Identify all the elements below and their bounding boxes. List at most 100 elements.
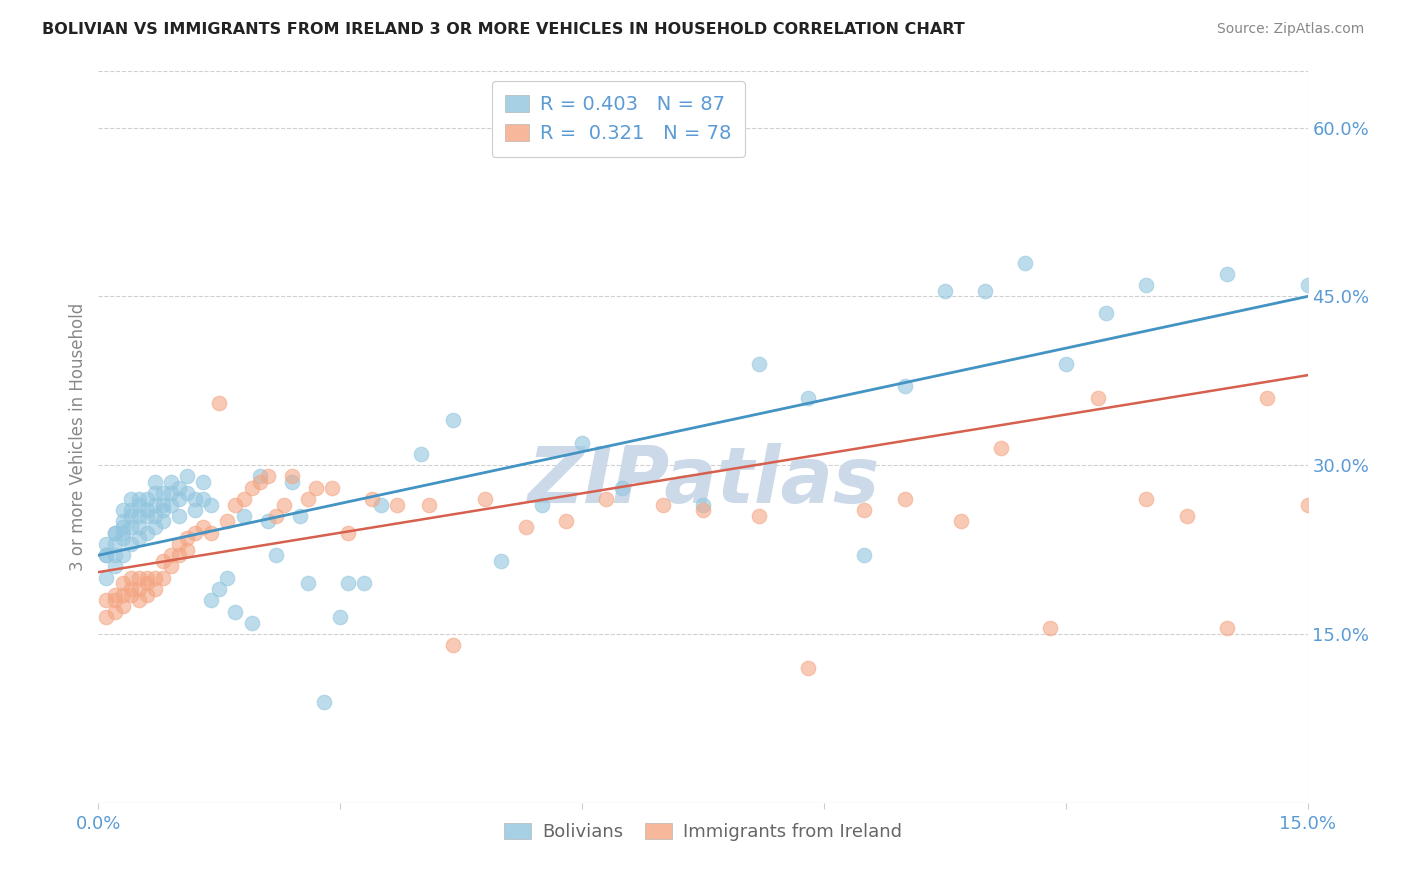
Point (1014, 255, 1036, 269)
Point (152, 498, 174, 512)
Point (288, 508, 311, 523)
Point (853, 548, 876, 562)
Point (409, 447, 432, 461)
Point (249, 469, 271, 483)
Point (135, 571, 157, 585)
Point (1175, 508, 1198, 523)
Point (103, 525, 125, 540)
Point (1296, 278, 1319, 293)
Point (1216, 267, 1239, 281)
Point (135, 588, 157, 602)
Point (748, 508, 770, 523)
Point (1312, 532, 1334, 546)
Point (337, 525, 360, 540)
Legend: Bolivians, Immigrants from Ireland: Bolivians, Immigrants from Ireland (496, 816, 910, 848)
Point (264, 548, 287, 562)
Point (96, 537, 118, 551)
Point (111, 525, 134, 540)
Point (160, 559, 183, 574)
Point (128, 520, 150, 534)
Point (1216, 621, 1239, 635)
Text: Source: ZipAtlas.com: Source: ZipAtlas.com (1216, 22, 1364, 37)
Point (232, 508, 254, 523)
Point (152, 503, 174, 517)
Point (555, 515, 578, 529)
Point (256, 515, 278, 529)
Point (103, 588, 125, 602)
Text: ZIPatlas: ZIPatlas (527, 443, 879, 519)
Point (1361, 661, 1384, 675)
Point (337, 576, 360, 591)
Point (167, 508, 190, 523)
Point (949, 515, 972, 529)
Point (152, 486, 174, 500)
Point (595, 491, 617, 506)
Point (441, 638, 464, 652)
Point (370, 498, 392, 512)
Point (329, 610, 352, 624)
Point (111, 548, 134, 562)
Point (1337, 508, 1360, 523)
Point (167, 548, 190, 562)
Point (135, 508, 157, 523)
Point (651, 498, 673, 512)
Point (571, 435, 593, 450)
Point (103, 605, 125, 619)
Point (128, 593, 150, 607)
Point (128, 571, 150, 585)
Point (474, 491, 496, 506)
Point (152, 554, 174, 568)
Point (314, 694, 336, 708)
Point (143, 508, 166, 523)
Point (176, 532, 198, 546)
Point (167, 481, 190, 495)
Point (990, 442, 1012, 456)
Point (208, 396, 231, 410)
Point (120, 588, 142, 602)
Point (176, 542, 198, 557)
Point (200, 498, 222, 512)
Point (491, 554, 513, 568)
Point (167, 537, 190, 551)
Point (1376, 396, 1399, 410)
Point (128, 582, 150, 596)
Point (515, 520, 537, 534)
Point (184, 491, 207, 506)
Point (120, 508, 142, 523)
Point (193, 475, 215, 489)
Point (184, 503, 207, 517)
Point (143, 571, 166, 585)
Point (135, 491, 157, 506)
Point (128, 508, 150, 523)
Point (111, 588, 134, 602)
Point (297, 491, 319, 506)
Point (176, 469, 198, 483)
Point (934, 284, 956, 298)
Point (200, 593, 222, 607)
Point (385, 498, 408, 512)
Point (176, 486, 198, 500)
Point (111, 576, 134, 591)
Point (111, 520, 134, 534)
Point (232, 491, 254, 506)
Point (281, 475, 304, 489)
Point (143, 486, 166, 500)
Point (297, 576, 319, 591)
Point (1095, 306, 1118, 320)
Point (974, 284, 997, 298)
Point (748, 357, 770, 371)
Point (1087, 391, 1109, 405)
Point (1135, 491, 1157, 506)
Point (143, 475, 166, 489)
Point (111, 515, 134, 529)
Point (353, 576, 375, 591)
Point (281, 469, 304, 483)
Text: BOLIVIAN VS IMMIGRANTS FROM IRELAND 3 OR MORE VEHICLES IN HOUSEHOLD CORRELATION : BOLIVIAN VS IMMIGRANTS FROM IRELAND 3 OR… (42, 22, 965, 37)
Point (96, 571, 118, 585)
Point (111, 532, 134, 546)
Point (152, 571, 174, 585)
Point (200, 525, 222, 540)
Point (103, 559, 125, 574)
Point (361, 491, 384, 506)
Point (208, 582, 231, 596)
